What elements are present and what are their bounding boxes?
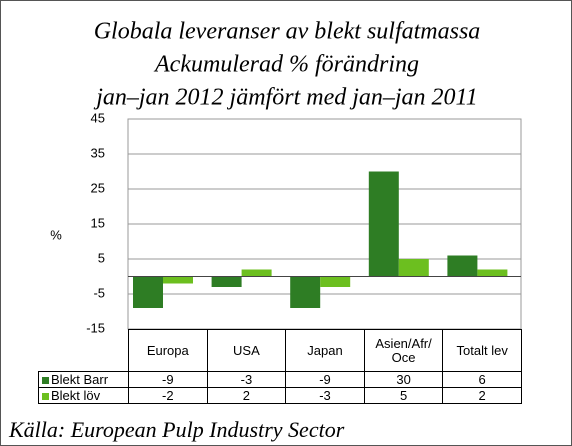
series-row: Blekt Barr -9 -3 -9 30 6 [38, 371, 522, 388]
bar [211, 276, 242, 287]
data-label: -9 [285, 371, 365, 388]
chart-title: Ackumulerad % förändring [153, 52, 419, 78]
x-tick-label: Japan [285, 329, 365, 372]
legend-entry: Blekt löv [38, 387, 129, 404]
y-tick-label: -15 [86, 320, 105, 335]
y-tick-label: -5 [93, 285, 105, 300]
bar [368, 171, 399, 277]
legend-swatch [42, 392, 49, 400]
data-label: -3 [285, 387, 365, 404]
series-row: Blekt löv -2 2 -3 5 2 [38, 387, 522, 404]
data-label: 6 [442, 371, 522, 388]
bar [447, 255, 478, 277]
bar [290, 276, 321, 308]
x-tick-label: Asien/Afr/ Oce [363, 329, 444, 372]
bar [477, 269, 508, 277]
y-tick-label: 15 [91, 215, 105, 230]
bar [241, 269, 272, 277]
y-tick-label: 25 [91, 180, 105, 195]
x-tick-label: Totalt lev [442, 329, 522, 372]
y-tick-label: 35 [91, 145, 105, 160]
y-tick-label: 5 [98, 250, 105, 265]
legend-label: Blekt Barr [51, 371, 109, 387]
bar [163, 276, 193, 284]
legend-swatch [42, 376, 49, 384]
legend-entry: Blekt Barr [38, 371, 129, 388]
legend-label: Blekt löv [51, 387, 101, 403]
chart-title: Globala leveranser av blekt sulfatmassa [94, 19, 481, 45]
data-label: 30 [363, 371, 444, 388]
source: Källa: European Pulp Industry Sector [9, 417, 345, 442]
data-table: Europa USA Japan Asien/Afr/ Oce Totalt lev Bl… [38, 329, 522, 404]
y-axis-label: % [50, 227, 62, 242]
data-label: -9 [128, 371, 208, 388]
data-label: -3 [206, 371, 287, 388]
bar [320, 276, 351, 287]
bar [398, 259, 429, 277]
data-label: 2 [206, 387, 287, 404]
bar [133, 276, 163, 308]
data-label: 2 [442, 387, 522, 404]
corner-cell [39, 330, 129, 372]
y-tick-label: 45 [91, 110, 105, 125]
chart-title: jan–jan 2012 jämfört med jan–jan 2011 [93, 85, 478, 111]
x-tick-label: Europa [128, 329, 208, 372]
header-row: Europa USA Japan Asien/Afr/ Oce Totalt lev [39, 329, 522, 372]
data-label: -2 [128, 387, 208, 404]
x-tick-label: USA [206, 329, 287, 372]
data-label: 5 [363, 387, 444, 404]
